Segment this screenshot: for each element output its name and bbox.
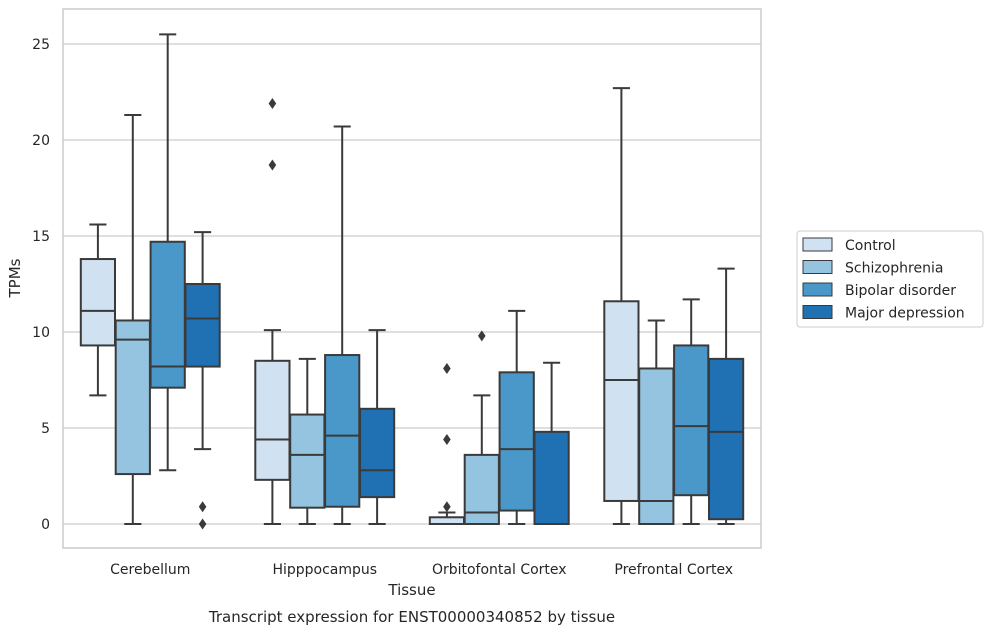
y-tick-label: 10 — [32, 325, 50, 341]
outlier-point — [478, 330, 486, 342]
y-tick-label: 5 — [41, 421, 50, 437]
boxes — [79, 33, 745, 530]
box — [254, 359, 291, 481]
box — [707, 357, 745, 521]
box-group — [428, 362, 466, 526]
box-group — [79, 223, 117, 397]
box-group — [707, 267, 745, 525]
outlier-point — [198, 501, 207, 513]
x-tick-labels: Cerebellum Hipppocampus Orbitofontal Corte… — [110, 562, 733, 578]
y-axis-label: TPMs — [6, 258, 24, 298]
box — [324, 354, 361, 508]
box — [289, 413, 326, 509]
y-tick-label: 0 — [41, 517, 50, 533]
x-tick-label: Orbitofontal Cortex — [432, 562, 567, 578]
y-tick-labels: 0 5 10 15 20 25 — [32, 37, 50, 533]
legend-swatch — [802, 260, 833, 274]
box-group — [358, 329, 396, 525]
box-group — [498, 309, 535, 525]
y-tick-label: 20 — [32, 133, 50, 149]
box — [673, 344, 710, 497]
box — [603, 300, 640, 502]
box-group — [149, 33, 186, 472]
box-group — [289, 357, 326, 525]
legend-swatch — [802, 237, 833, 252]
box-group — [114, 114, 151, 525]
legend: Control Schizophrenia Bipolar disorder Majo… — [796, 230, 984, 328]
box-group — [533, 361, 570, 525]
chart-caption: Transcript expression for ENST0000034085… — [208, 608, 615, 626]
x-tick-label: Cerebellum — [110, 562, 190, 578]
x-axis-label: Tissue — [387, 581, 435, 599]
box — [149, 240, 186, 389]
outlier-point — [443, 362, 451, 374]
box-group — [254, 98, 291, 525]
box — [428, 516, 466, 526]
box — [79, 258, 117, 347]
y-tick-label: 15 — [32, 229, 50, 245]
outlier-point — [443, 434, 451, 446]
box-group — [463, 330, 500, 526]
box-group — [184, 231, 221, 530]
box-group — [673, 298, 710, 525]
box — [114, 319, 151, 476]
legend-label: Schizophrenia — [845, 261, 943, 277]
outlier-point — [268, 98, 277, 110]
outlier-point — [443, 501, 451, 513]
box-group — [638, 319, 675, 526]
outlier-point — [198, 518, 207, 530]
legend-frame — [796, 230, 984, 328]
x-tick-label: Prefrontal Cortex — [614, 562, 733, 578]
legend-label: Bipolar disorder — [845, 283, 956, 299]
x-tick-label: Hipppocampus — [272, 562, 377, 578]
box — [638, 367, 675, 526]
plot-frame — [62, 8, 762, 549]
box — [463, 453, 500, 526]
legend-swatch — [802, 282, 833, 297]
legend-label: Control — [845, 238, 896, 254]
box-group — [324, 125, 361, 525]
y-tick-label: 25 — [32, 37, 50, 53]
legend-label: Major depression — [845, 306, 965, 322]
box — [498, 371, 535, 512]
legend-swatch — [802, 305, 833, 319]
outlier-point — [268, 159, 277, 171]
box — [533, 430, 570, 525]
box — [184, 283, 221, 368]
box-group — [603, 87, 640, 525]
box — [358, 407, 396, 499]
